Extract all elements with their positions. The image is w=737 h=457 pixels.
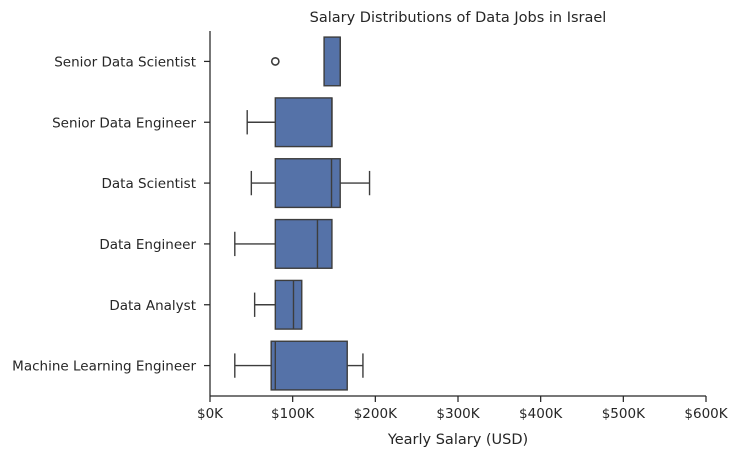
plot-area xyxy=(234,36,371,391)
y-tick-label: Senior Data Engineer xyxy=(52,115,196,131)
box-group xyxy=(234,340,364,391)
iqr-box xyxy=(274,218,333,269)
x-tick-label: $200K xyxy=(354,406,398,422)
x-tick-label: $500K xyxy=(602,406,646,422)
box-group xyxy=(250,158,371,209)
iqr-box xyxy=(274,279,303,330)
box-group xyxy=(270,36,341,87)
box-group xyxy=(246,97,333,148)
x-tick-label: $300K xyxy=(436,406,480,422)
x-axis-label: Yearly Salary (USD) xyxy=(387,432,528,448)
y-axis-ticks: Senior Data Scientist Senior Data Enginee… xyxy=(12,54,210,375)
iqr-box xyxy=(274,97,333,148)
outlier-point xyxy=(270,57,280,66)
y-tick-label: Data Scientist xyxy=(102,176,197,192)
x-tick-label: $0K xyxy=(197,406,224,422)
x-tick-label: $100K xyxy=(271,406,315,422)
iqr-box xyxy=(274,158,341,209)
box-group xyxy=(253,279,303,330)
iqr-box xyxy=(323,36,341,87)
y-tick-label: Senior Data Scientist xyxy=(54,54,196,70)
box-group xyxy=(234,218,333,269)
y-tick-label: Data Engineer xyxy=(99,237,196,253)
x-tick-label: $400K xyxy=(519,406,563,422)
x-tick-label: $600K xyxy=(684,406,728,422)
y-tick-label: Machine Learning Engineer xyxy=(12,359,196,375)
chart-title: Salary Distributions of Data Jobs in Isr… xyxy=(310,10,607,26)
x-axis-ticks: $0K $100K $200K $300K $400K $500K $600K xyxy=(197,396,729,422)
y-tick-label: Data Analyst xyxy=(109,298,196,314)
iqr-box xyxy=(270,340,348,391)
